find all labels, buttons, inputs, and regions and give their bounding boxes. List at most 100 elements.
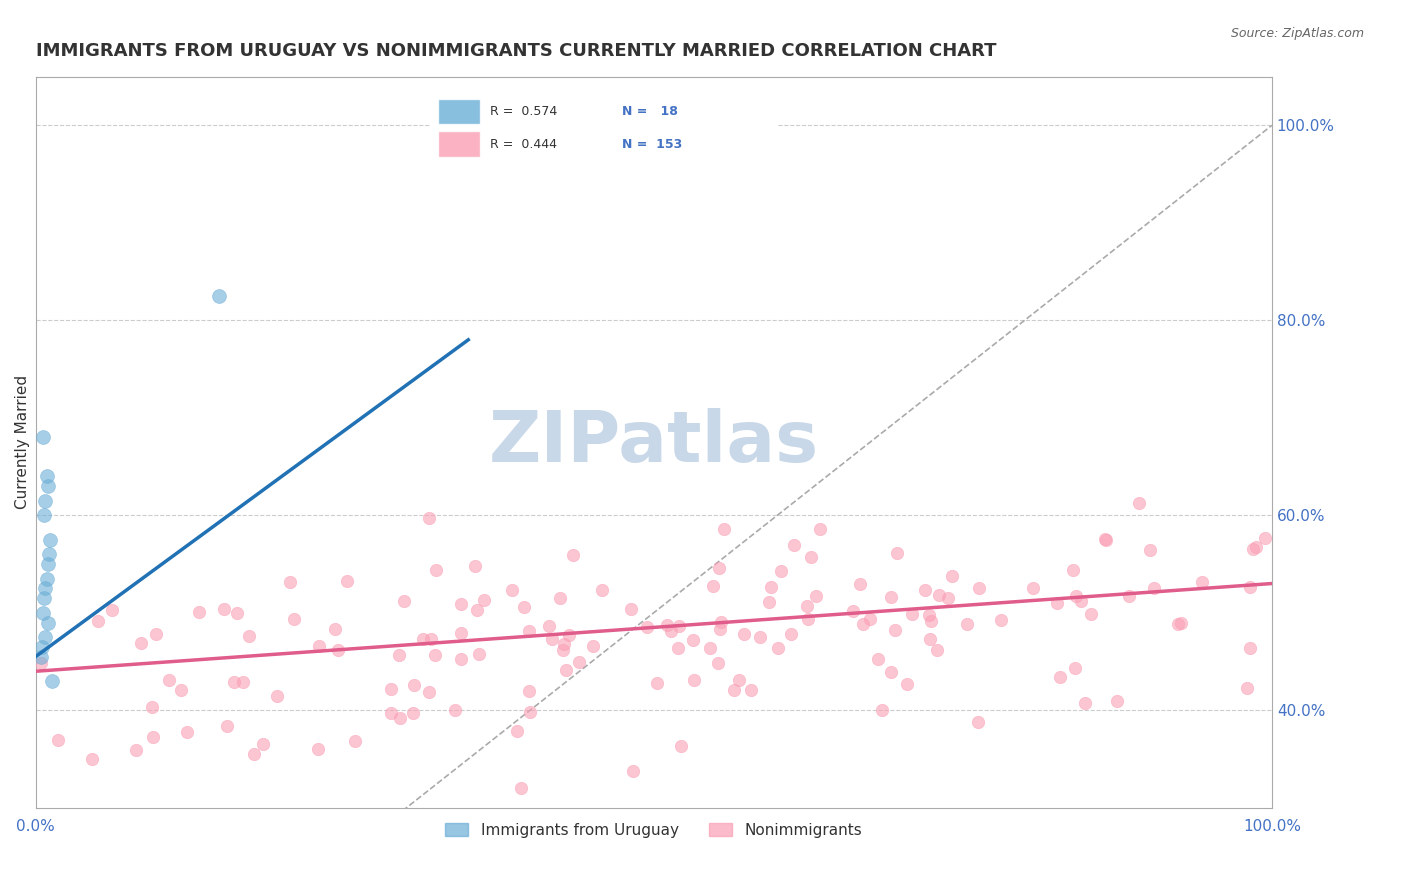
Point — [808, 522, 831, 536]
Point — [682, 632, 704, 647]
Point — [450, 597, 472, 611]
Point — [914, 582, 936, 597]
Point — [1062, 563, 1084, 577]
Point — [1070, 594, 1092, 608]
Point — [702, 579, 724, 593]
Point — [387, 648, 409, 662]
Point — [990, 613, 1012, 627]
Point — [969, 581, 991, 595]
Point — [925, 643, 948, 657]
Point — [682, 673, 704, 687]
Point — [308, 640, 330, 654]
Point — [142, 730, 165, 744]
Point — [538, 619, 561, 633]
Point — [558, 628, 581, 642]
Point — [423, 648, 446, 663]
Point — [1167, 617, 1189, 632]
Y-axis label: Currently Married: Currently Married — [15, 376, 30, 509]
Point — [879, 665, 901, 679]
Point — [32, 606, 55, 620]
Legend: Immigrants from Uruguay, Nonimmigrants: Immigrants from Uruguay, Nonimmigrants — [439, 817, 868, 844]
Point — [30, 657, 52, 671]
Point — [38, 547, 60, 561]
Point — [402, 678, 425, 692]
Point — [886, 546, 908, 560]
Point — [553, 637, 575, 651]
Point — [129, 636, 152, 650]
Point — [450, 652, 472, 666]
Point — [517, 684, 540, 698]
Point — [176, 725, 198, 739]
Point — [37, 479, 59, 493]
Point — [582, 639, 605, 653]
Point — [707, 561, 730, 575]
Point — [568, 655, 591, 669]
Point — [1254, 531, 1277, 545]
Point — [31, 640, 53, 654]
Point — [1241, 541, 1264, 556]
Point — [519, 706, 541, 720]
Point — [852, 616, 875, 631]
Point — [444, 703, 467, 717]
Point — [666, 640, 689, 655]
Point — [41, 673, 63, 688]
Text: IMMIGRANTS FROM URUGUAY VS NONIMMIGRANTS CURRENTLY MARRIED CORRELATION CHART: IMMIGRANTS FROM URUGUAY VS NONIMMIGRANTS… — [35, 42, 995, 60]
Point — [510, 781, 533, 796]
Point — [32, 591, 55, 606]
Text: ZIPatlas: ZIPatlas — [489, 408, 818, 476]
Point — [956, 616, 979, 631]
Point — [37, 557, 59, 571]
Point — [418, 510, 440, 524]
Point — [880, 590, 903, 604]
Point — [758, 594, 780, 608]
Point — [243, 747, 266, 761]
Point — [1095, 533, 1118, 548]
Point — [900, 607, 922, 621]
Point — [188, 605, 211, 619]
Point — [1118, 589, 1140, 603]
Point — [46, 732, 69, 747]
Point — [323, 622, 346, 636]
Point — [728, 673, 751, 688]
Point — [34, 493, 56, 508]
Point — [551, 643, 574, 657]
Point — [1066, 589, 1088, 603]
Point — [1074, 696, 1097, 710]
Point — [506, 723, 529, 738]
Point — [804, 589, 827, 603]
Point — [418, 685, 440, 699]
Point — [859, 611, 882, 625]
Point — [842, 604, 865, 618]
Point — [1107, 694, 1129, 708]
Point — [941, 569, 963, 583]
Point — [548, 591, 571, 606]
Point — [1064, 661, 1087, 675]
Point — [157, 673, 180, 687]
Point — [141, 699, 163, 714]
Point — [32, 430, 55, 444]
Point — [920, 614, 942, 628]
Point — [713, 522, 735, 536]
Point — [659, 624, 682, 638]
Point — [1236, 681, 1258, 695]
Point — [1139, 542, 1161, 557]
Point — [1170, 615, 1192, 630]
Point — [35, 572, 58, 586]
Point — [420, 632, 443, 646]
Point — [425, 563, 447, 577]
Point — [1045, 596, 1067, 610]
Point — [759, 580, 782, 594]
Point — [501, 582, 523, 597]
Point — [238, 629, 260, 643]
Point — [125, 743, 148, 757]
Point — [412, 632, 434, 646]
Point — [620, 602, 643, 616]
Point — [1022, 581, 1045, 595]
Point — [709, 622, 731, 636]
Point — [336, 574, 359, 588]
Point — [252, 738, 274, 752]
Point — [928, 589, 950, 603]
Point — [706, 657, 728, 671]
Point — [749, 630, 772, 644]
Point — [392, 594, 415, 608]
